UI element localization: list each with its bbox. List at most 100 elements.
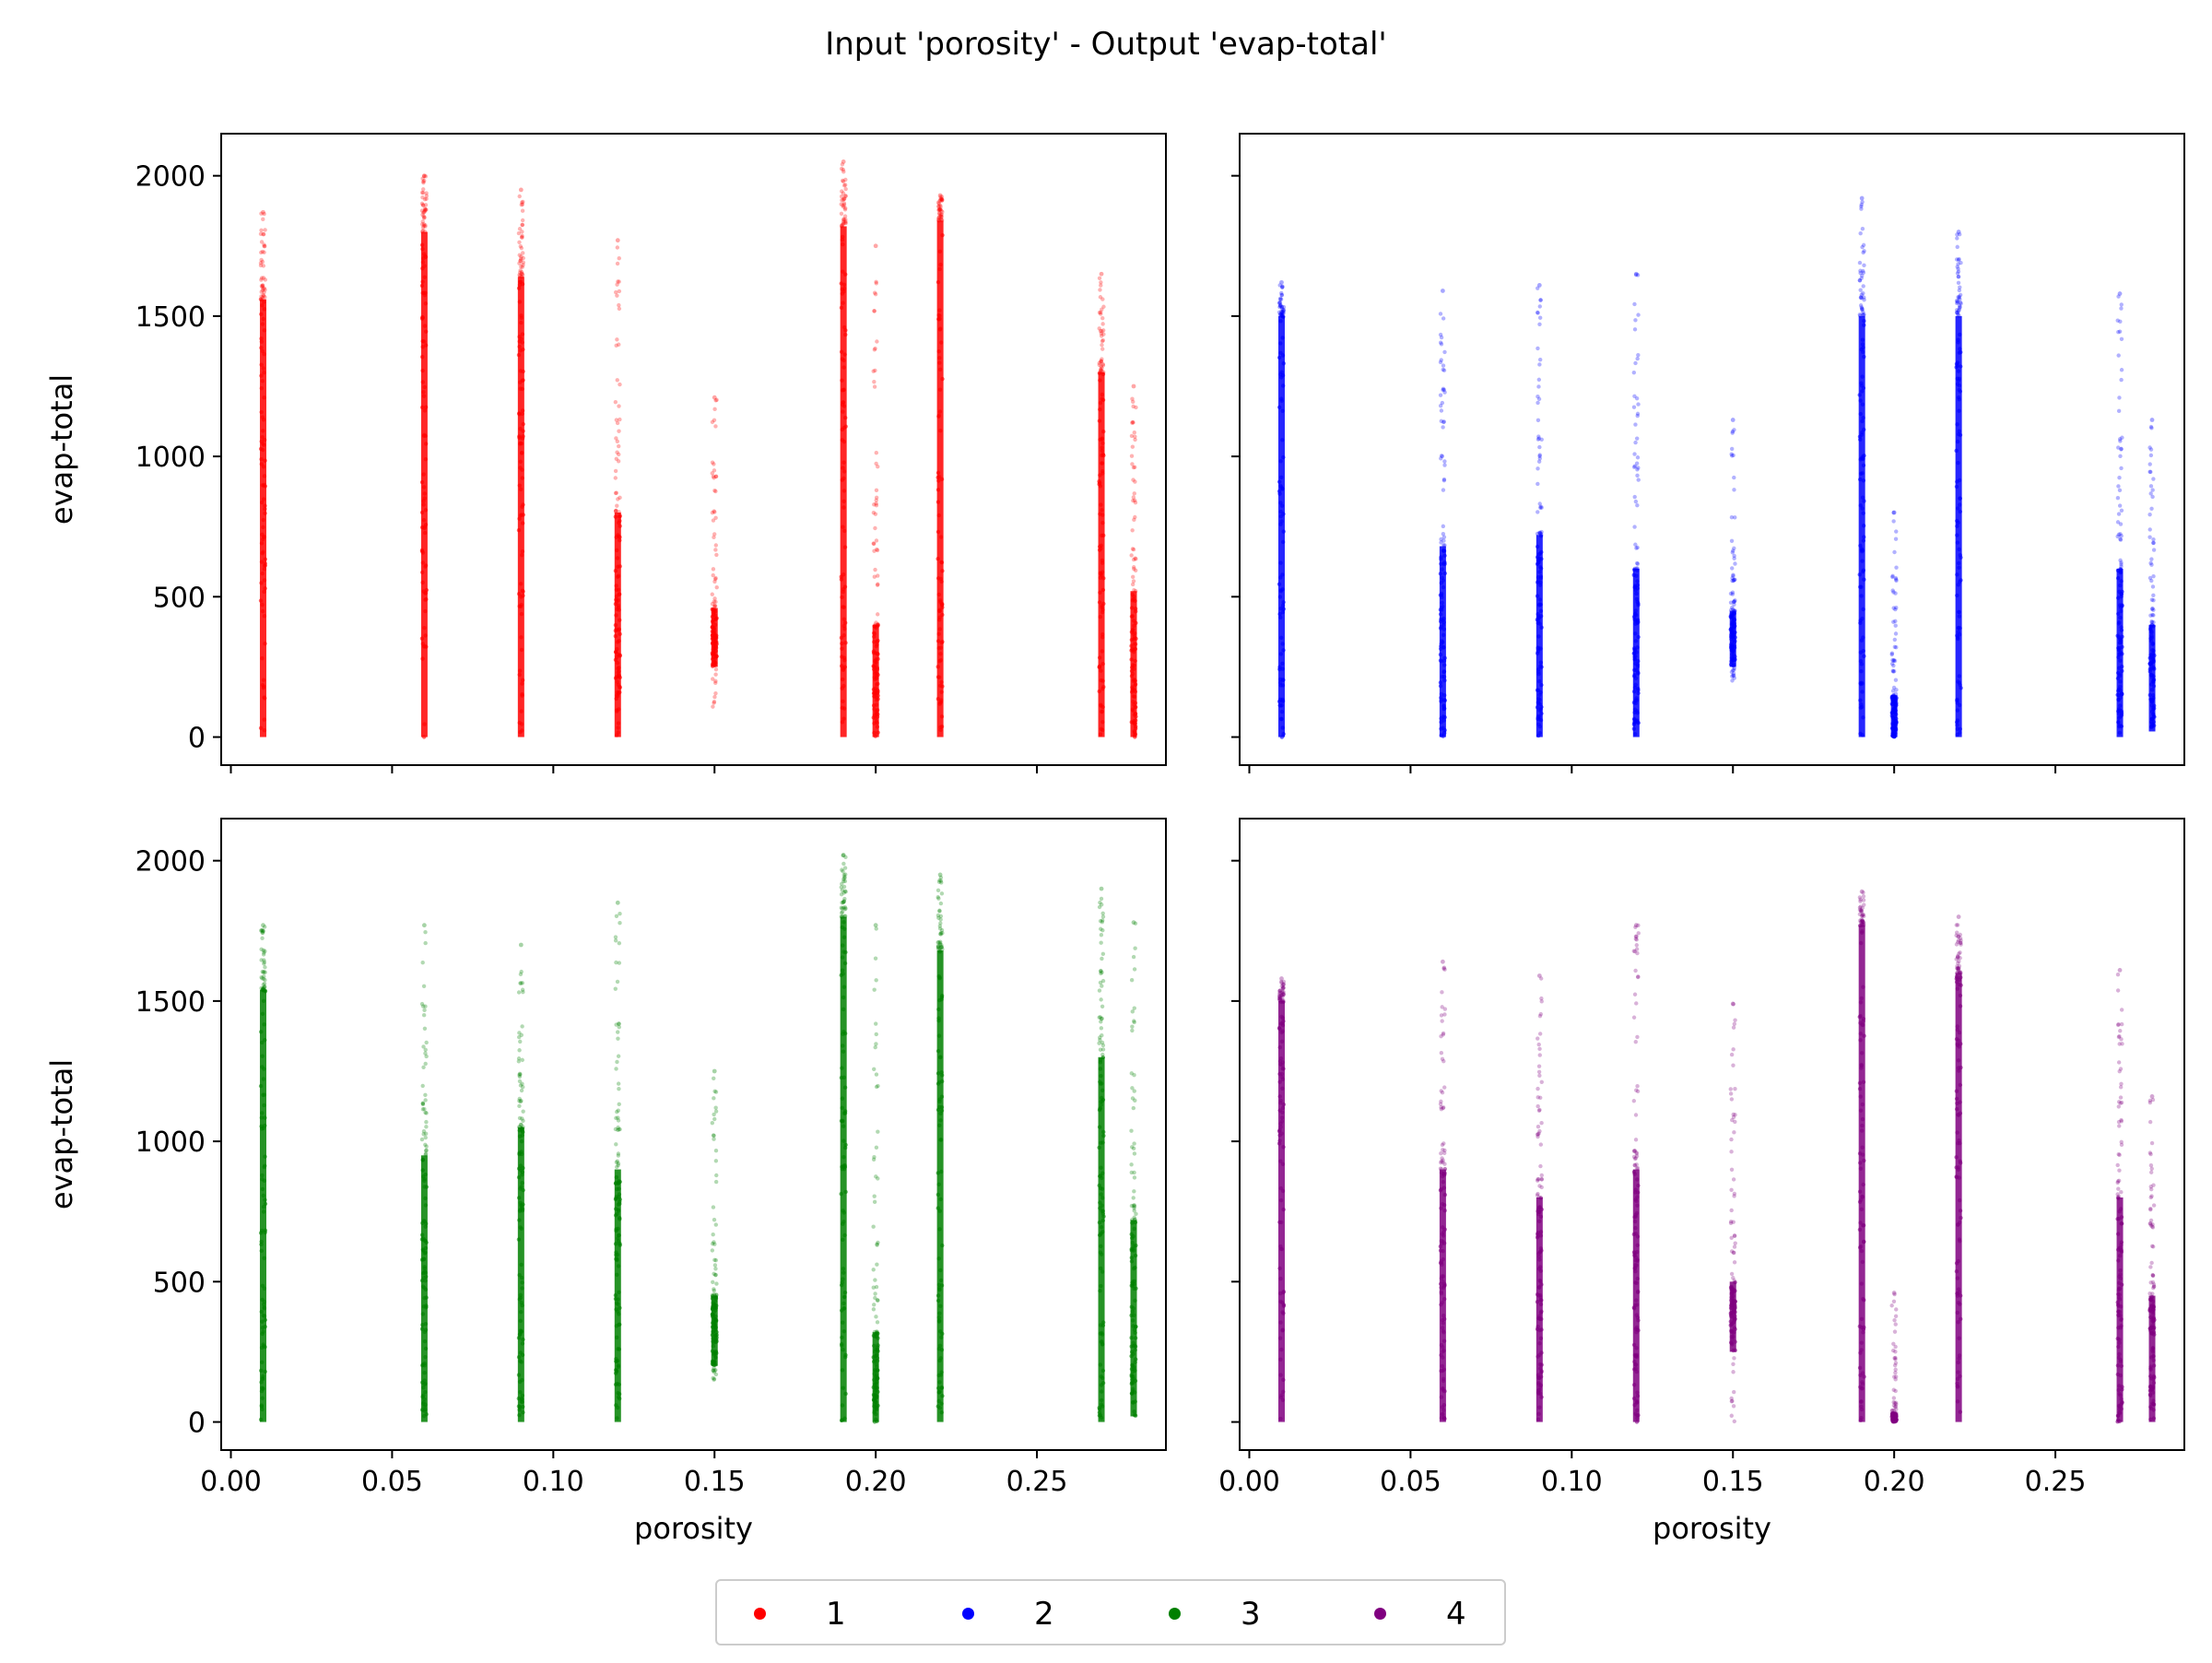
data-point: [1130, 1024, 1134, 1028]
data-point: [1636, 1413, 1640, 1417]
data-point: [841, 478, 844, 481]
data-point: [1632, 371, 1636, 374]
data-point: [521, 678, 524, 682]
data-point: [2118, 1287, 2122, 1291]
data-point: [1957, 1337, 1960, 1340]
data-point: [618, 1103, 621, 1106]
data-point: [423, 496, 427, 500]
data-point: [842, 936, 846, 939]
scatter-column: [1889, 1291, 1898, 1423]
data-point: [422, 252, 426, 255]
data-points: [259, 853, 1138, 1423]
data-point: [1279, 1125, 1283, 1128]
data-point: [1732, 579, 1735, 583]
data-point: [617, 588, 620, 592]
data-point: [1860, 1208, 1864, 1211]
data-point: [1635, 1409, 1639, 1412]
data-point: [263, 728, 266, 732]
data-point: [615, 337, 618, 341]
data-point: [518, 339, 522, 343]
data-point: [1133, 466, 1136, 469]
data-point: [2120, 368, 2124, 372]
data-point: [1636, 1244, 1640, 1247]
data-point: [936, 530, 940, 534]
data-point: [936, 1171, 940, 1174]
data-point: [1099, 311, 1102, 314]
data-point: [1861, 338, 1865, 342]
data-point: [2119, 537, 2123, 541]
data-point: [1539, 609, 1543, 613]
data-point: [1859, 909, 1863, 913]
data-point: [1861, 570, 1865, 573]
data-point: [1859, 295, 1863, 299]
data-point: [263, 228, 266, 231]
data-point: [1100, 521, 1104, 525]
data-point: [1439, 696, 1442, 700]
data-point: [938, 926, 942, 930]
data-point: [1133, 1007, 1136, 1010]
data-point: [1132, 624, 1135, 628]
data-point: [1860, 374, 1864, 378]
data-point: [841, 219, 845, 223]
data-point: [1538, 316, 1542, 320]
data-point: [2151, 1346, 2155, 1350]
data-point: [2120, 669, 2124, 673]
data-point: [1959, 686, 1962, 690]
data-point: [840, 973, 843, 977]
data-point: [1131, 1241, 1135, 1244]
data-point: [421, 1066, 425, 1069]
x-tick-label: 0.10: [523, 1466, 584, 1498]
data-point: [520, 505, 524, 509]
data-point: [1633, 1362, 1637, 1366]
data-point: [1957, 630, 1960, 633]
data-point: [261, 1330, 265, 1334]
data-point: [616, 378, 619, 382]
data-point: [421, 1158, 425, 1162]
data-point: [615, 584, 618, 587]
data-point: [1729, 1087, 1733, 1091]
data-point: [517, 1373, 521, 1376]
data-point: [521, 1119, 524, 1123]
data-point: [1862, 1033, 1865, 1037]
data-point: [874, 957, 877, 961]
data-point: [1131, 420, 1135, 424]
data-point: [420, 656, 424, 660]
data-point: [1134, 1325, 1137, 1328]
data-point: [1955, 1261, 1959, 1265]
data-point: [2116, 721, 2120, 725]
data-point: [936, 895, 940, 899]
data-point: [711, 1376, 714, 1380]
scatter-column: [1439, 960, 1447, 1422]
data-point: [618, 1392, 621, 1396]
data-point: [1538, 1250, 1542, 1254]
data-point: [1539, 626, 1543, 630]
data-point: [937, 632, 941, 636]
data-point: [1278, 1277, 1282, 1280]
data-point: [518, 1040, 522, 1044]
data-point: [1538, 597, 1542, 601]
data-point: [712, 652, 715, 655]
data-point: [262, 717, 265, 721]
data-point: [2120, 1240, 2124, 1244]
data-point: [872, 987, 876, 991]
data-point: [1632, 452, 1636, 455]
data-point: [1098, 666, 1101, 669]
data-point: [1279, 1247, 1283, 1251]
data-point: [873, 348, 877, 351]
data-point: [1281, 1023, 1285, 1027]
data-point: [714, 1180, 718, 1184]
data-point: [842, 183, 846, 187]
data-point: [262, 418, 265, 421]
data-point: [1734, 1241, 1737, 1244]
data-point: [423, 1279, 427, 1282]
data-point: [1634, 1197, 1638, 1201]
data-point: [2118, 1254, 2122, 1257]
data-point: [2117, 1404, 2121, 1408]
data-point: [260, 339, 264, 343]
data-point: [1860, 931, 1864, 935]
data-point: [423, 609, 427, 613]
data-point: [841, 460, 845, 464]
data-point: [1100, 1374, 1103, 1378]
data-point: [1730, 614, 1734, 618]
data-point: [876, 725, 879, 728]
